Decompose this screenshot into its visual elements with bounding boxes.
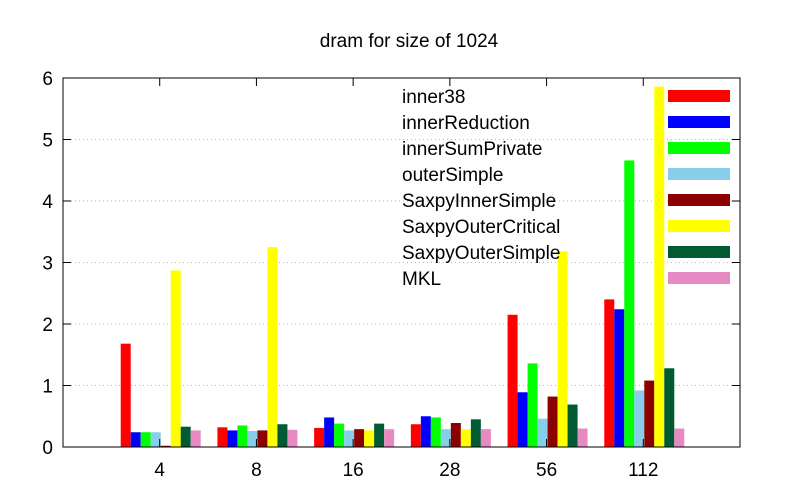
bar-outerSimple-28 [440,429,451,447]
legend-label-SaxpyOuterCritical: SaxpyOuterCritical [402,217,560,238]
bar-outerSimple-56 [537,418,548,447]
legend-swatch-outerSimple [668,168,730,180]
bar-innerReduction-28 [420,416,431,447]
bar-outerSimple-112 [634,390,645,447]
x-tick-label: 8 [251,460,262,481]
bar-innerReduction-112 [614,309,625,447]
bar-SaxpyOuterSimple-16 [374,423,385,447]
bar-inner38-56 [507,314,518,447]
bars [120,86,685,448]
bar-outerSimple-8 [247,431,258,447]
bar-SaxpyInnerSimple-8 [257,430,268,447]
legend-swatch-SaxpyInnerSimple [668,194,730,206]
x-tick-label: 4 [154,460,165,481]
bar-SaxpyOuterSimple-56 [567,404,578,447]
x-tick-label: 28 [439,460,460,481]
y-tick-label: 5 [42,131,53,152]
bar-SaxpyOuterSimple-8 [277,424,288,447]
bar-SaxpyOuterSimple-112 [664,368,675,447]
bar-MKL-4 [190,430,201,447]
legend-label-SaxpyOuterSimple: SaxpyOuterSimple [402,243,560,264]
bar-SaxpyInnerSimple-56 [547,396,558,447]
legend-label-SaxpyInnerSimple: SaxpyInnerSimple [402,191,556,212]
bar-innerReduction-8 [227,430,238,447]
bar-outerSimple-16 [344,430,355,447]
bar-inner38-28 [410,424,421,447]
y-tick-label: 2 [42,315,53,336]
legend-swatch-innerReduction [668,116,730,128]
legend: inner38 innerReduction innerSumPrivate oute… [402,87,730,290]
bar-MKL-112 [674,428,685,447]
x-tick-label: 16 [343,460,364,481]
y-tick-label: 3 [42,254,53,275]
x-tick-label: 56 [536,460,557,481]
bar-SaxpyOuterCritical-56 [557,251,568,447]
bar-SaxpyOuterCritical-4 [170,270,181,447]
bar-SaxpyOuterCritical-8 [267,247,278,447]
legend-swatch-SaxpyOuterCritical [668,220,730,232]
bar-outerSimple-4 [150,432,161,447]
bar-MKL-16 [384,429,395,447]
bar-innerReduction-56 [517,392,528,447]
bar-SaxpyOuterCritical-112 [654,86,665,448]
y-tick-label: 0 [42,438,53,459]
bar-inner38-4 [120,343,131,447]
legend-swatch-MKL [668,272,730,284]
legend-label-inner38: inner38 [402,87,465,108]
bar-SaxpyInnerSimple-4 [160,445,171,447]
y-tick-label: 6 [42,69,53,90]
chart-title: dram for size of 1024 [320,31,499,52]
x-tick-label: 112 [628,460,658,481]
bar-innerSumPrivate-4 [140,432,151,447]
legend-label-innerReduction: innerReduction [402,113,530,134]
bar-innerSumPrivate-56 [527,363,538,447]
bar-MKL-28 [480,429,491,447]
bar-SaxpyInnerSimple-16 [354,429,365,447]
bar-MKL-8 [287,429,298,447]
bar-SaxpyInnerSimple-112 [644,380,655,447]
bar-SaxpyOuterSimple-4 [180,426,191,447]
bar-SaxpyOuterCritical-28 [460,429,471,447]
bar-innerSumPrivate-28 [430,417,441,447]
bar-innerSumPrivate-112 [624,160,635,447]
legend-swatch-SaxpyOuterSimple [668,246,730,258]
legend-label-outerSimple: outerSimple [402,165,503,186]
bar-innerReduction-16 [324,417,335,447]
y-tick-label: 1 [42,377,53,398]
bar-SaxpyOuterCritical-16 [364,430,375,447]
bar-inner38-112 [604,299,615,447]
bar-inner38-8 [217,427,228,447]
legend-swatch-inner38 [668,90,730,102]
bar-innerSumPrivate-8 [237,425,248,447]
bar-MKL-56 [577,428,588,447]
bar-SaxpyInnerSimple-28 [450,423,461,447]
legend-label-innerSumPrivate: innerSumPrivate [402,139,542,160]
y-tick-label: 4 [42,192,53,213]
bar-innerReduction-4 [130,432,141,447]
bar-innerSumPrivate-16 [334,423,345,447]
bar-inner38-16 [314,427,325,447]
legend-swatch-innerSumPrivate [668,142,730,154]
bar-SaxpyOuterSimple-28 [470,419,481,447]
legend-label-MKL: MKL [402,269,441,290]
